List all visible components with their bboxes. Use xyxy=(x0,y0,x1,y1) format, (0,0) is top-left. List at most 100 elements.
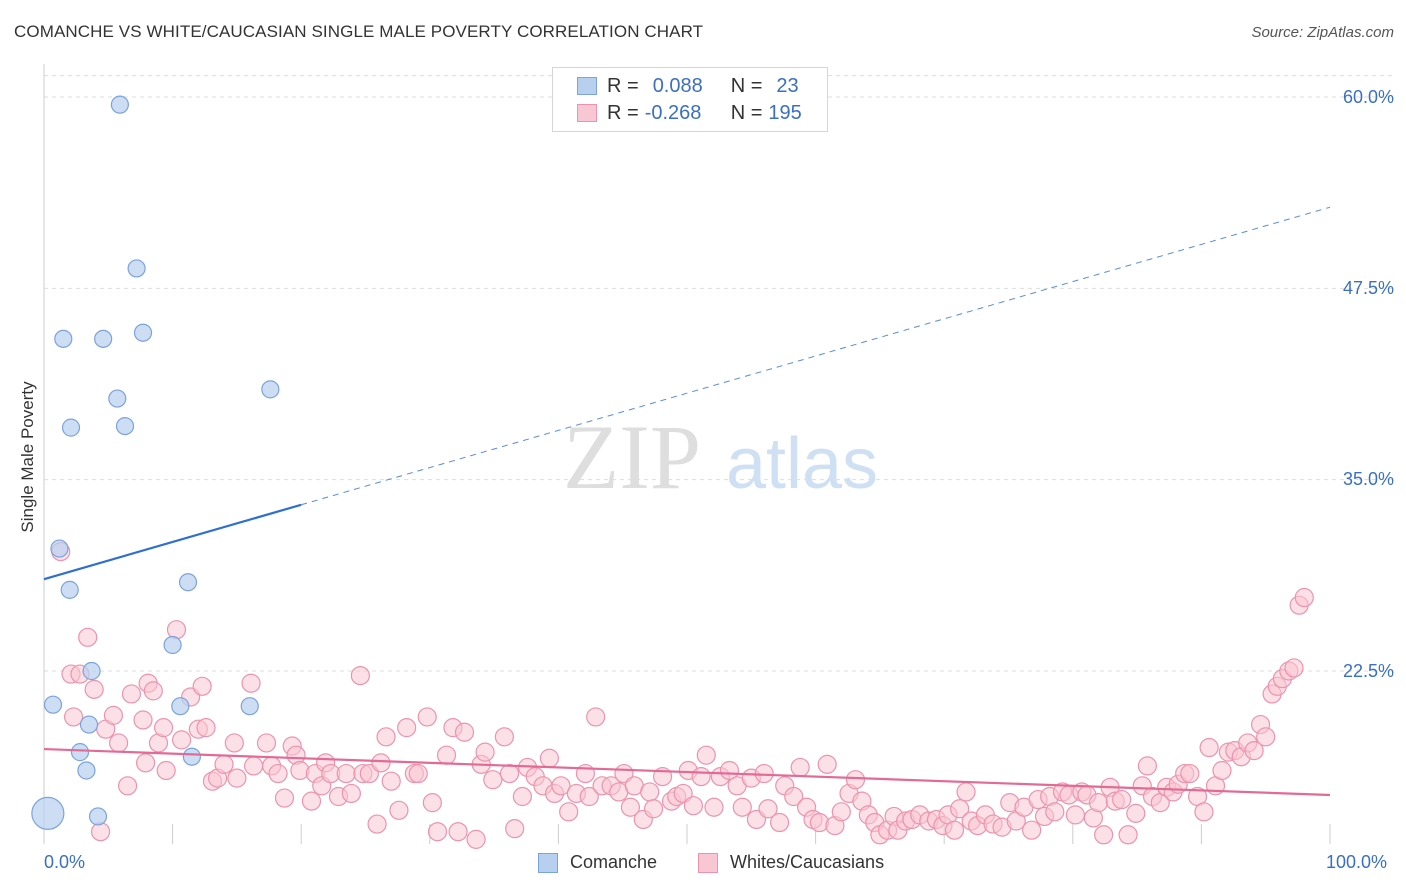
whites-point xyxy=(350,665,370,686)
whites-point xyxy=(256,733,277,753)
whites-point xyxy=(381,771,401,791)
comanche-point xyxy=(171,697,190,716)
whites-point xyxy=(1256,727,1276,747)
whites-point xyxy=(704,797,724,817)
whites-point xyxy=(397,718,417,738)
comanche-point xyxy=(115,416,135,436)
whites-point xyxy=(586,707,606,727)
whites-point xyxy=(63,707,84,727)
comanche-point xyxy=(163,635,182,655)
comanche-point xyxy=(77,761,96,780)
whites-point xyxy=(640,782,660,802)
whites-point xyxy=(817,754,837,774)
whites-point xyxy=(227,768,247,788)
comanche-point xyxy=(43,695,63,714)
comanche-point xyxy=(50,539,69,558)
whites-point xyxy=(1126,803,1146,823)
watermark: ZIP atlas xyxy=(563,406,878,508)
legend-row-whites: R = -0.268 N = 195 xyxy=(577,101,802,125)
whites-point xyxy=(224,733,244,753)
y-axis-label: Single Male Poverty xyxy=(18,381,37,533)
whites-point xyxy=(156,760,176,781)
n-value: 23 xyxy=(776,74,799,97)
whites-point xyxy=(376,727,396,747)
trend-layer xyxy=(43,206,1331,797)
whites-point xyxy=(244,756,264,776)
whites-point xyxy=(371,753,391,773)
comanche-point xyxy=(133,323,153,342)
whites-point xyxy=(121,684,142,704)
chart-title: COMANCHE VS WHITE/CAUCASIAN SINGLE MALE … xyxy=(14,22,704,41)
whites-point xyxy=(301,791,322,811)
whites-point xyxy=(551,776,571,796)
whites-swatch xyxy=(577,104,597,122)
whites-point xyxy=(1294,587,1314,608)
y-tick-label: 47.5% xyxy=(1342,278,1394,298)
whites-trend xyxy=(43,747,1331,797)
whites-point xyxy=(454,722,475,742)
whites-point xyxy=(214,754,234,774)
whites-point xyxy=(539,748,559,768)
whites-point xyxy=(831,802,851,822)
n-label: N = xyxy=(730,101,763,124)
whites-point xyxy=(499,763,520,784)
whites-point xyxy=(153,718,174,738)
whites-point xyxy=(341,783,361,804)
whites-point xyxy=(172,730,192,750)
legend-label-whites: Whites/Caucasians xyxy=(730,852,885,872)
comanche-point xyxy=(110,95,129,114)
whites-point xyxy=(1022,820,1042,840)
whites-legend-swatch xyxy=(698,852,718,873)
whites-point xyxy=(732,797,752,817)
whites-point xyxy=(133,710,153,730)
y-tick-label: 35.0% xyxy=(1342,469,1394,489)
whites-point xyxy=(1112,789,1132,810)
r-value: 0.088 xyxy=(652,74,703,97)
whites-point xyxy=(494,727,514,747)
comanche-point xyxy=(31,796,65,830)
comanche-points-group xyxy=(31,95,280,830)
stats-legend: R = 0.088 N = 23 R = -0.268 N = 195 xyxy=(552,67,828,132)
comanche-point xyxy=(60,580,79,599)
whites-point xyxy=(1194,802,1214,822)
whites-point xyxy=(196,718,216,738)
whites-point xyxy=(143,681,163,701)
whites-point xyxy=(78,627,98,647)
whites-point xyxy=(1088,793,1109,813)
whites-point xyxy=(166,620,187,640)
legend-item-comanche: Comanche xyxy=(538,852,657,873)
whites-point xyxy=(408,763,428,784)
whites-point xyxy=(559,802,579,822)
whites-point xyxy=(336,763,356,784)
comanche-legend-swatch xyxy=(538,852,558,873)
comanche-point xyxy=(61,418,81,437)
whites-point xyxy=(274,788,295,808)
r-label: R = xyxy=(607,74,639,97)
whites-point xyxy=(696,745,716,765)
whites-point xyxy=(135,753,156,773)
r-value: -0.268 xyxy=(644,101,702,124)
whites-point xyxy=(784,786,804,807)
comanche-point xyxy=(108,389,127,408)
whites-point xyxy=(466,829,486,849)
whites-points-group xyxy=(51,542,1314,849)
whites-point xyxy=(944,820,965,840)
comanche-point xyxy=(261,380,280,399)
whites-point xyxy=(1045,802,1065,822)
comanche-point xyxy=(82,661,101,681)
whites-point xyxy=(505,819,525,839)
comanche-point xyxy=(182,747,201,766)
comanche-point xyxy=(94,329,113,348)
whites-point xyxy=(845,770,866,790)
whites-point xyxy=(1094,825,1114,845)
whites-point xyxy=(643,799,664,819)
whites-point xyxy=(683,796,704,816)
comanche-point xyxy=(240,697,259,716)
whites-point xyxy=(192,676,212,696)
comanche-point xyxy=(70,743,90,762)
whites-point xyxy=(512,786,532,807)
x-tick-label-min: 0.0% xyxy=(44,852,86,872)
comanche-point xyxy=(88,807,108,826)
whites-point xyxy=(1212,760,1232,781)
legend-row-comanche: R = 0.088 N = 23 xyxy=(577,74,799,98)
